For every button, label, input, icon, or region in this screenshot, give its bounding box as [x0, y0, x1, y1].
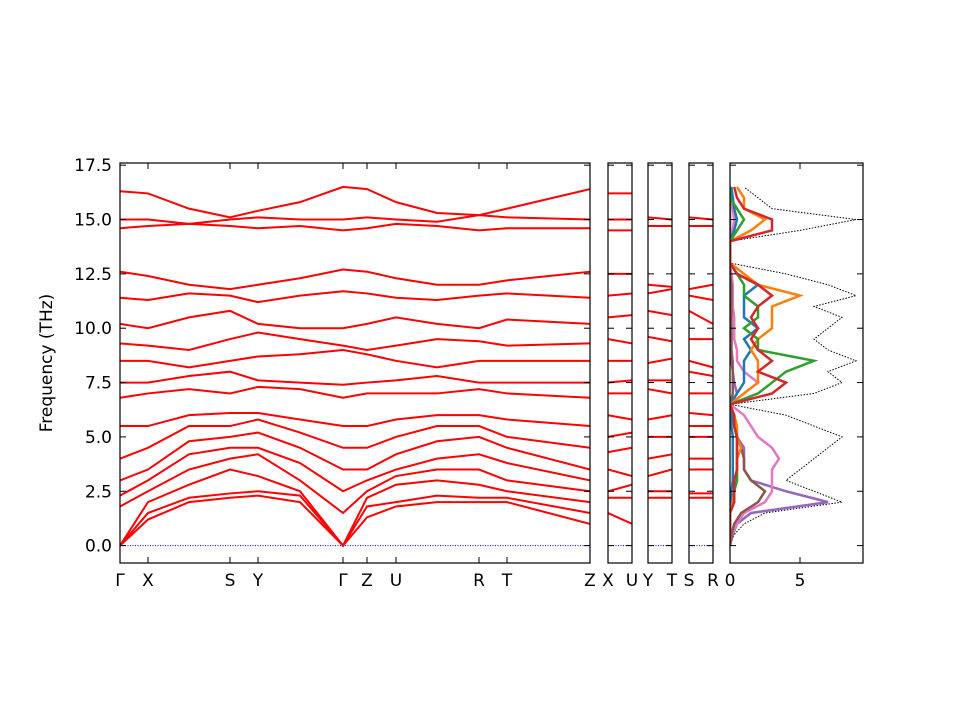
band-line [120, 290, 590, 304]
band-line [120, 453, 590, 515]
band-line [648, 453, 672, 460]
panel-frame [607, 162, 633, 564]
x-tick-label: Y [252, 571, 264, 591]
y-tick-label: 2.5 [85, 482, 112, 502]
band-line [608, 446, 632, 454]
dos-line [730, 186, 761, 546]
y-tick-label: 17.5 [74, 156, 112, 176]
dos-line [730, 186, 858, 546]
x-tick-label: R [473, 571, 485, 591]
x-tick-label: Γ [115, 571, 125, 591]
y-tick-label: 10.0 [74, 319, 112, 339]
x-tick-label: R [707, 571, 719, 591]
band-line [648, 388, 672, 395]
band-line [689, 309, 713, 325]
band-line [608, 431, 632, 438]
band-line [120, 431, 590, 482]
band-line [648, 309, 672, 317]
band-line [608, 414, 632, 421]
x-tick-label: 0 [725, 571, 736, 591]
dos-line [730, 186, 789, 546]
y-tick-label: 15.0 [74, 211, 112, 231]
band-line [689, 359, 713, 369]
x-tick-label: Y [642, 571, 654, 591]
x-tick-label: T [501, 571, 513, 591]
x-tick-label: X [602, 571, 614, 591]
band-line [689, 283, 713, 291]
band-line [608, 314, 632, 319]
band-line [648, 283, 672, 288]
x-tick-label: X [142, 571, 154, 591]
y-tick-label: 5.0 [85, 428, 112, 448]
x-tick-label: S [684, 571, 695, 591]
panel-frame [647, 162, 673, 564]
band-line [648, 357, 672, 364]
panel-frame [729, 162, 864, 564]
band-line [608, 468, 632, 478]
band-line [120, 490, 590, 548]
x-tick-label: 5 [795, 571, 806, 591]
x-tick-label: S [225, 571, 236, 591]
band-line [120, 412, 590, 428]
band-line [648, 468, 672, 478]
panel-frame [688, 162, 714, 564]
dos-line [730, 186, 767, 546]
band-line [120, 214, 590, 225]
band-line [120, 468, 590, 548]
band-line [120, 418, 590, 460]
band-line [648, 414, 672, 421]
band-line [689, 412, 713, 417]
band-line [120, 385, 590, 399]
band-line [120, 222, 590, 232]
dos-line [730, 186, 819, 546]
dos-line [730, 186, 781, 546]
band-line [120, 370, 590, 386]
band-line [120, 268, 590, 291]
y-tick-label: 7.5 [85, 374, 112, 394]
band-line [120, 309, 590, 330]
panel-frame [119, 162, 591, 564]
x-tick-label: U [626, 571, 638, 591]
y-tick-label: 0.0 [85, 537, 112, 557]
x-tick-label: U [390, 571, 402, 591]
band-line [608, 338, 632, 345]
x-tick-label: Z [361, 571, 373, 591]
y-axis-label: Frequency (THz) [37, 294, 57, 433]
band-line [608, 483, 632, 493]
band-line [120, 331, 590, 351]
band-line [120, 348, 590, 369]
band-line [648, 288, 672, 295]
x-tick-label: Z [584, 571, 596, 591]
band-line [120, 446, 590, 497]
band-line [608, 292, 632, 297]
band-line [648, 335, 672, 343]
band-line [689, 294, 713, 301]
band-line [608, 512, 632, 525]
band-line [120, 185, 590, 219]
x-tick-label: Γ [338, 571, 348, 591]
x-tick-label: T [666, 571, 678, 591]
band-line [689, 370, 713, 378]
y-tick-label: 12.5 [74, 265, 112, 285]
